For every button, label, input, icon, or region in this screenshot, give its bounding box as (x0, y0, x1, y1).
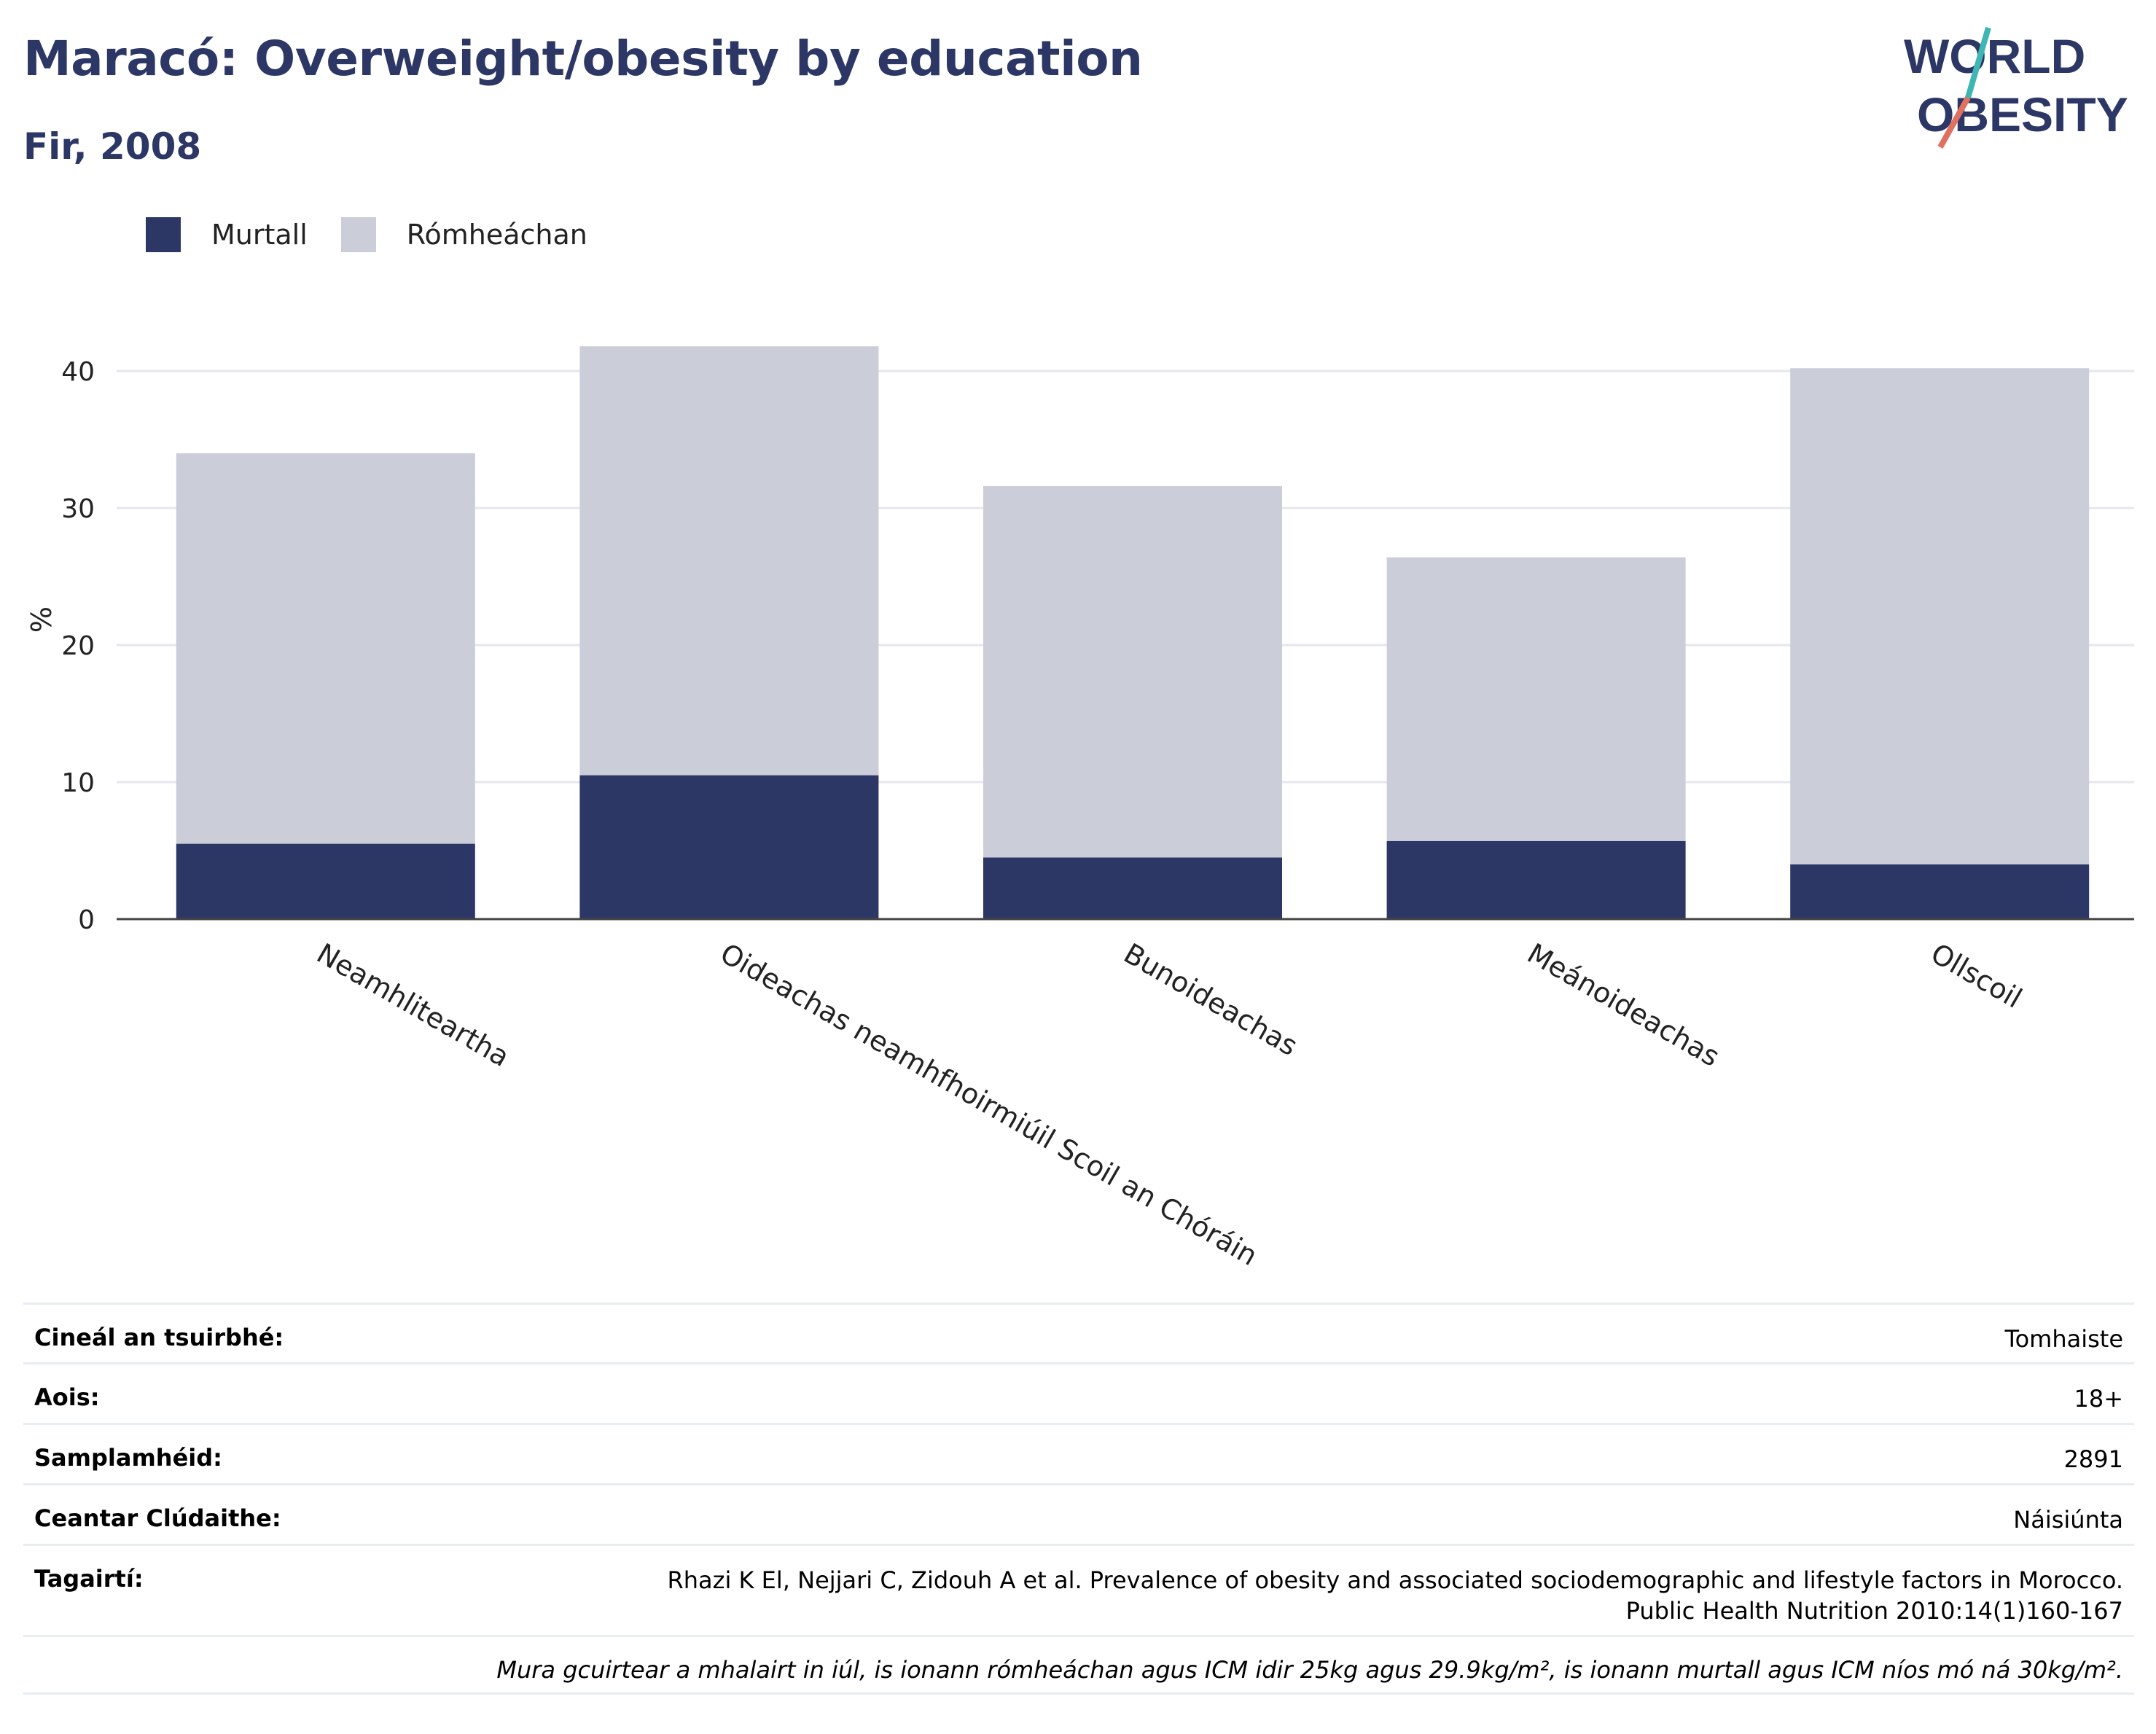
y-tick-label: 40 (61, 357, 95, 387)
bar-overweight (1386, 557, 1686, 841)
world-obesity-logo: WORLD OBESITY (1904, 26, 2128, 149)
info-row-age: Aois: 18+ (23, 1362, 2134, 1423)
info-label: Tagairtí: (34, 1565, 144, 1593)
info-row-coverage: Ceantar Clúdaithe: Náisiúnta (23, 1483, 2134, 1544)
definition-note: Mura gcuirtear a mhalairt in iúl, is ion… (23, 1635, 2134, 1695)
bar-obese (579, 775, 879, 919)
bar-overweight (1790, 368, 2090, 864)
info-table: Cineál an tsuirbhé: Tomhaiste Aois: 18+ … (23, 1303, 2134, 1695)
info-row-references: Tagairtí: Rhazi K El, Nejjari C, Zidouh … (23, 1544, 2134, 1635)
legend-label-obese: Murtall (211, 219, 308, 251)
y-tick-label: 20 (61, 631, 95, 661)
info-label: Ceantar Clúdaithe: (34, 1504, 281, 1532)
bar-overweight (983, 485, 1282, 858)
page-title: Maracó: Overweight/obesity by education (23, 31, 1143, 87)
y-tick-label: 30 (61, 494, 95, 524)
y-axis-label: % (26, 606, 58, 633)
svg-text:OBESITY: OBESITY (1917, 87, 2128, 141)
svg-text:WORLD: WORLD (1904, 29, 2085, 83)
bar-obese (1386, 840, 1686, 919)
bar-obese (983, 857, 1282, 919)
x-tick-label: Neamhliteartha (311, 937, 515, 1073)
x-tick-label: Ollscoil (1926, 937, 2028, 1015)
info-value: Rhazi K El, Nejjari C, Zidouh A et al. P… (667, 1566, 2123, 1625)
legend-label-overweight: Rómheáchan (406, 219, 587, 251)
info-value: Náisiúnta (2013, 1506, 2123, 1534)
legend-swatch-overweight (340, 217, 376, 252)
info-label: Cineál an tsuirbhé: (34, 1324, 284, 1351)
x-tick-label: Meánoideachas (1522, 937, 1725, 1073)
legend-item-overweight[interactable]: Rómheáchan (340, 217, 587, 252)
y-tick-label: 0 (78, 905, 95, 935)
x-tick-label: Bunoideachas (1119, 937, 1303, 1063)
bar-obese (1790, 864, 2090, 919)
page-subtitle: Fir, 2008 (23, 125, 202, 168)
info-label: Samplamhéid: (34, 1444, 222, 1472)
info-value: 2891 (2063, 1445, 2123, 1473)
y-tick-label: 10 (61, 768, 95, 798)
info-row-sample-size: Samplamhéid: 2891 (23, 1423, 2134, 1483)
info-value: Tomhaiste (2004, 1325, 2123, 1353)
legend-swatch-obese (146, 217, 181, 252)
bar-obese (176, 843, 475, 919)
bar-overweight (176, 453, 475, 844)
legend-item-obese[interactable]: Murtall (146, 217, 308, 252)
chart-legend: Murtall Rómheáchan (146, 217, 621, 252)
info-label: Aois: (34, 1383, 100, 1411)
bar-overweight (579, 346, 879, 776)
info-value: 18+ (2074, 1385, 2123, 1413)
info-row-survey-type: Cineál an tsuirbhé: Tomhaiste (23, 1303, 2134, 1362)
